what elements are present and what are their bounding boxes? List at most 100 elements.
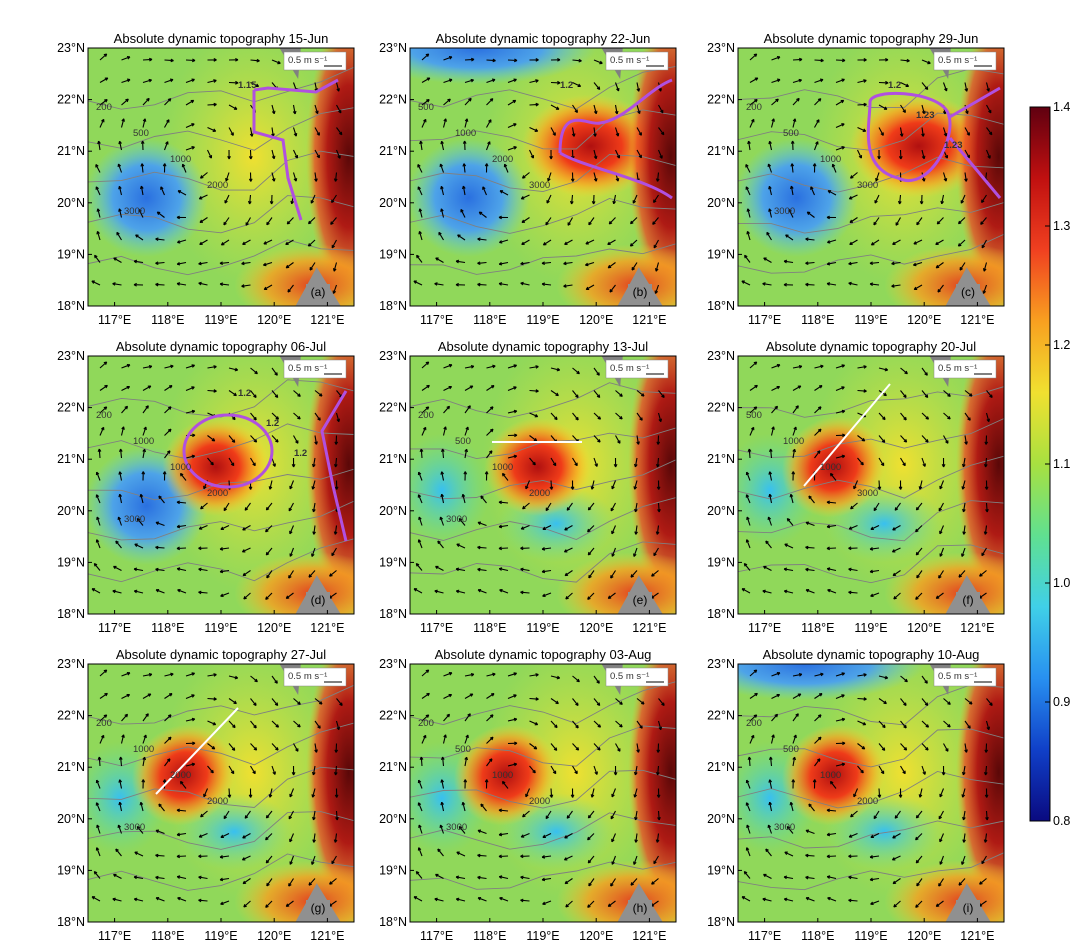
- velocity-arrowhead: [331, 244, 336, 249]
- velocity-arrowhead: [295, 440, 299, 444]
- isobath-label: 2000: [170, 770, 191, 781]
- isobath-label: 2000: [492, 154, 513, 165]
- velocity-arrow: [417, 186, 423, 196]
- lat-tick-label: 18°N: [707, 299, 735, 313]
- velocity-arrow: [120, 734, 125, 744]
- velocity-arrowhead: [176, 282, 181, 286]
- velocity-arrow: [762, 283, 772, 286]
- velocity-arrow: [939, 525, 945, 535]
- velocity-arrowhead: [176, 215, 180, 220]
- velocity-arrowhead: [922, 771, 926, 775]
- velocity-arrowhead: [513, 454, 518, 459]
- velocity-arrowhead: [331, 860, 335, 865]
- velocity-arrow: [749, 692, 758, 699]
- velocity-arrowhead: [805, 588, 810, 593]
- velocity-arrow: [915, 525, 923, 533]
- velocity-arrow: [121, 713, 128, 722]
- velocity-arrow: [207, 149, 212, 159]
- velocity-arrowhead: [336, 88, 340, 92]
- velocity-arrow: [962, 788, 966, 798]
- velocity-arrowhead: [768, 493, 773, 498]
- velocity-arrow: [242, 547, 251, 553]
- velocity-arrow: [507, 718, 517, 722]
- velocity-arrowhead: [289, 861, 293, 865]
- velocity-arrowhead: [521, 219, 526, 224]
- lon-tick-label: 118°E: [473, 621, 506, 635]
- lat-tick-label: 18°N: [707, 607, 735, 621]
- velocity-arrow: [269, 788, 273, 798]
- scale-label: 0.5 m s⁻¹: [288, 55, 327, 66]
- velocity-arrowhead: [103, 53, 108, 58]
- lon-axis: 117°E 118°E 119°E 120°E 121°E: [98, 302, 345, 327]
- velocity-arrow: [746, 471, 751, 481]
- velocity-arrow: [207, 103, 217, 106]
- velocity-arrowhead: [464, 118, 469, 122]
- velocity-arrow: [745, 494, 751, 504]
- velocity-arrow: [269, 480, 273, 490]
- velocity-arrowhead: [490, 714, 494, 718]
- velocity-arrow: [164, 714, 172, 722]
- velocity-arrow: [441, 779, 445, 789]
- velocity-arrowhead: [639, 725, 643, 729]
- lon-tick-label: 121°E: [310, 621, 344, 635]
- velocity-arrowhead: [805, 875, 809, 880]
- velocity-arrowhead: [564, 527, 568, 531]
- adt-contour-eddy: [182, 413, 274, 489]
- velocity-arrowhead: [633, 771, 638, 776]
- velocity-arrowhead: [440, 208, 444, 212]
- velocity-arrowhead: [820, 58, 824, 63]
- velocity-arrow: [941, 194, 945, 204]
- velocity-arrowhead: [253, 702, 257, 707]
- velocity-arrowhead: [104, 77, 109, 81]
- velocity-arrowhead: [898, 486, 903, 490]
- velocity-arrow: [142, 385, 152, 391]
- velocity-arrowhead: [741, 588, 746, 592]
- velocity-arrow: [900, 743, 908, 751]
- velocity-arrow: [964, 82, 968, 92]
- velocity-arrowhead: [208, 155, 213, 159]
- velocity-arrowhead: [988, 109, 992, 114]
- velocity-arrow: [550, 675, 560, 679]
- velocity-arrow: [853, 480, 859, 490]
- velocity-arrow: [529, 103, 539, 106]
- panel-label: (f): [962, 593, 973, 607]
- velocity-arrow: [792, 426, 797, 436]
- velocity-arrow: [99, 692, 108, 699]
- velocity-arrow: [417, 164, 423, 173]
- isobath-label: 200: [418, 718, 434, 729]
- velocity-arrowhead: [967, 725, 971, 729]
- velocity-arrowhead: [417, 471, 422, 476]
- velocity-arrow: [142, 449, 146, 459]
- velocity-arrow: [564, 547, 573, 553]
- velocity-arrowhead: [534, 128, 539, 132]
- velocity-arrowhead: [514, 433, 518, 438]
- velocity-arrowhead: [959, 267, 963, 271]
- velocity-arrowhead: [542, 593, 546, 598]
- velocity-arrowhead: [640, 393, 645, 397]
- velocity-arrowhead: [329, 573, 333, 577]
- velocity-arrowhead: [520, 898, 524, 903]
- velocity-arrow: [507, 123, 517, 129]
- velocity-arrow: [185, 763, 195, 767]
- velocity-arrow: [550, 743, 558, 751]
- lon-tick-label: 117°E: [98, 313, 131, 327]
- velocity-arrowhead: [848, 590, 852, 595]
- velocity-arrow: [142, 734, 147, 744]
- velocity-arrowhead: [176, 875, 181, 879]
- velocity-arrow: [112, 283, 122, 286]
- velocity-arrowhead: [745, 539, 750, 543]
- isobath-label: 500: [455, 436, 471, 447]
- velocity-arrowhead: [904, 678, 908, 683]
- velocity-arrow: [289, 833, 295, 843]
- velocity-arrow: [529, 126, 538, 132]
- velocity-arrowhead: [169, 385, 173, 389]
- velocity-arrow: [769, 802, 773, 812]
- velocity-arrow: [827, 589, 837, 594]
- velocity-arrowhead: [192, 433, 196, 438]
- panel-title: Absolute dynamic topography 15-Jun: [114, 31, 329, 46]
- velocity-arrowhead: [869, 261, 874, 266]
- velocity-arrowhead: [924, 372, 928, 376]
- velocity-arrow: [916, 217, 923, 226]
- velocity-arrow: [164, 758, 171, 767]
